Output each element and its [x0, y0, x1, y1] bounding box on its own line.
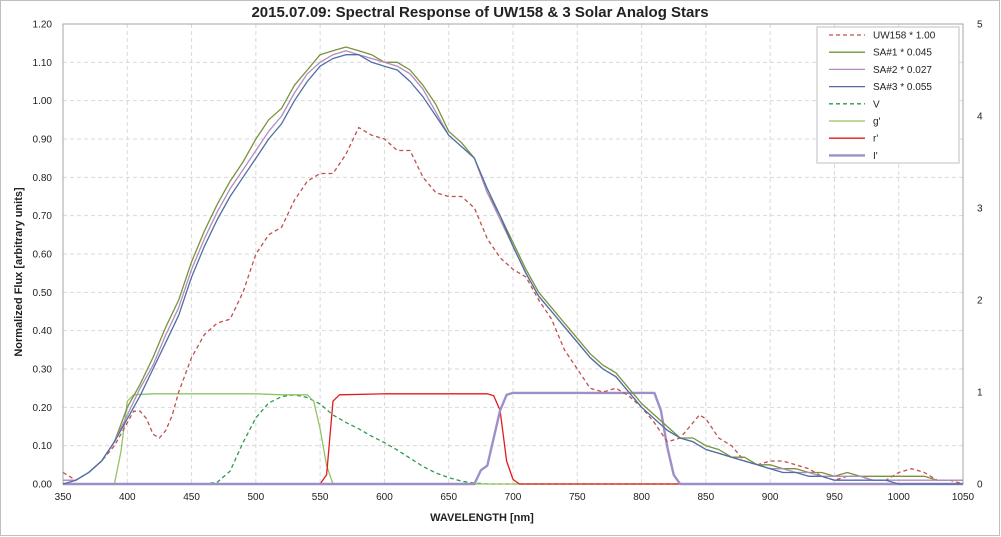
- series-layer: [62, 46, 964, 486]
- x-tick-label: 650: [440, 492, 457, 503]
- x-axis-label: WAVELENGTH [nm]: [430, 512, 534, 524]
- x-tick-label: 950: [826, 492, 843, 503]
- x-tick-label: 600: [376, 492, 393, 503]
- series-line-7: [63, 391, 963, 486]
- axes: 350 400 450 500 550 600 650 700 750 800 850 900 950 1…: [33, 20, 983, 504]
- y-tick-label: 0.90: [33, 135, 53, 146]
- y2-tick-label: 3: [977, 204, 983, 215]
- y2-tick-label: 1: [977, 388, 983, 399]
- chart-title: 2015.07.09: Spectral Response of UW158 &…: [251, 4, 708, 21]
- x-tick-label: 800: [633, 492, 650, 503]
- y2-tick-label: 0: [977, 480, 983, 491]
- legend-label: r': [873, 134, 878, 145]
- y2-tick-label: 4: [977, 112, 983, 123]
- y-tick-label: 0.80: [33, 173, 53, 184]
- series-line-4: [63, 394, 963, 485]
- x-tick-label: 850: [698, 492, 715, 503]
- legend-label: I': [873, 151, 878, 162]
- x-tick-label: 750: [569, 492, 586, 503]
- legend-box: [816, 26, 960, 164]
- y-tick-label: 0.50: [33, 288, 53, 299]
- x-tick-label: 1050: [952, 492, 975, 503]
- grid: [63, 23, 963, 484]
- series-line-0: [62, 126, 964, 485]
- legend-label: SA#3 * 0.055: [873, 82, 932, 93]
- y-tick-label: 0.20: [33, 403, 53, 414]
- series-line-1: [63, 46, 963, 481]
- x-tick-label: 450: [183, 492, 200, 503]
- y-tick-label: 1.10: [33, 58, 53, 69]
- legend-label: V: [873, 99, 880, 110]
- series-line-3: [62, 54, 963, 485]
- y-tick-label: 0.60: [33, 250, 53, 261]
- series-line-5: [63, 393, 963, 485]
- y-tick-label: 1.20: [33, 20, 53, 31]
- legend-label: SA#2 * 0.027: [873, 65, 932, 76]
- y2-tick-label: 2: [977, 296, 983, 307]
- legend: UW158 * 1.00 SA#1 * 0.045 SA#2 * 0.027 SA#3…: [816, 26, 960, 164]
- legend-label: UW158 * 1.00: [873, 31, 936, 42]
- y-tick-label: 0.40: [33, 326, 53, 337]
- y-tick-label: 0.30: [33, 365, 53, 376]
- x-tick-label: 400: [119, 492, 136, 503]
- y-tick-label: 0.70: [33, 211, 53, 222]
- x-tick-label: 350: [55, 492, 72, 503]
- y-tick-label: 1.00: [33, 96, 53, 107]
- legend-label: SA#1 * 0.045: [873, 48, 932, 59]
- y-tick-label: 0.10: [33, 441, 53, 452]
- x-tick-label: 900: [762, 492, 779, 503]
- y2-tick-label: 5: [977, 20, 983, 31]
- x-tick-label: 550: [312, 492, 329, 503]
- y-tick-label: 0.00: [33, 480, 53, 491]
- series-line-6: [63, 393, 963, 485]
- y-axis-label: Normalized Flux [arbitrary units]: [13, 187, 25, 357]
- x-tick-label: 1000: [888, 492, 911, 503]
- legend-label: g': [873, 117, 881, 128]
- x-tick-label: 500: [248, 492, 265, 503]
- x-tick-label: 700: [505, 492, 522, 503]
